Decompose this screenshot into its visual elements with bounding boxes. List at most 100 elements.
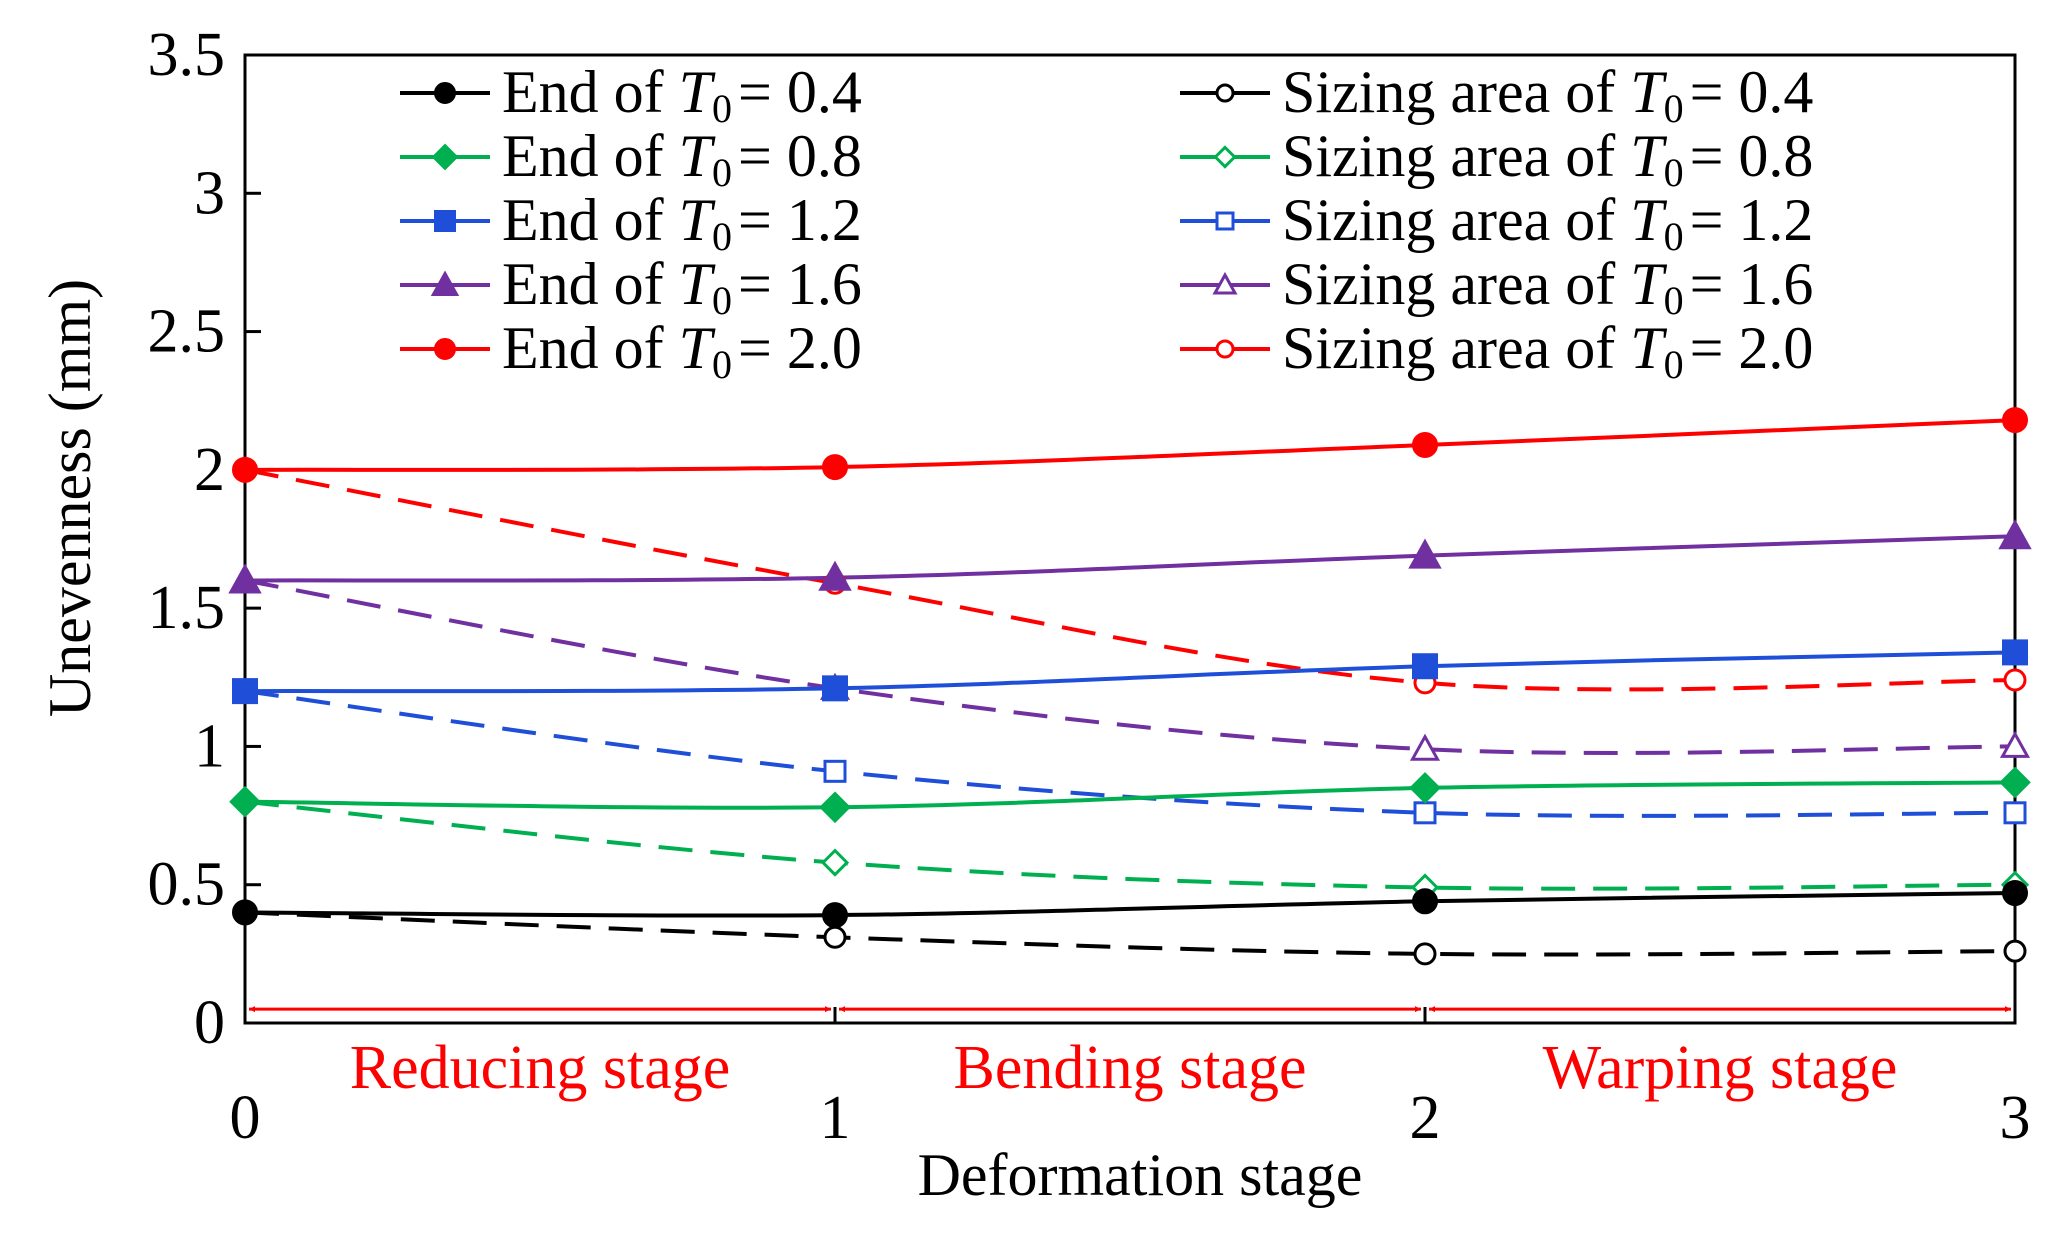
series-line bbox=[244, 799, 2016, 891]
legend-subscript: 0 bbox=[1664, 342, 1684, 387]
x-tick-label: 1 bbox=[820, 1084, 851, 1152]
data-point bbox=[822, 454, 848, 481]
legend-label: End of T0 = 0.8 bbox=[502, 123, 862, 195]
legend-value: = 0.8 bbox=[1690, 123, 1814, 189]
series-line bbox=[244, 578, 2016, 755]
x-tick-label: 3 bbox=[2000, 1084, 2031, 1152]
legend-swatch-marker bbox=[434, 82, 456, 104]
legend-variable: T bbox=[679, 123, 716, 189]
data-point bbox=[1412, 888, 1438, 915]
data-point bbox=[2002, 407, 2028, 434]
legend-label: End of T0 = 0.4 bbox=[502, 59, 862, 131]
series-line bbox=[244, 780, 2016, 810]
legend-item: Sizing area of T0 = 1.2 bbox=[1180, 187, 1813, 259]
x-tick-label: 2 bbox=[1410, 1084, 1441, 1152]
legend-prefix: End of bbox=[502, 123, 679, 189]
legend-swatch-marker bbox=[1213, 145, 1237, 169]
data-point bbox=[232, 456, 258, 483]
legend-swatch-marker bbox=[1215, 211, 1235, 231]
y-axis-title: Unevenness (mm) bbox=[37, 279, 103, 717]
legend-value: = 0.8 bbox=[738, 123, 862, 189]
legend-item: Sizing area of T0 = 0.4 bbox=[1180, 59, 1813, 131]
legend-variable: T bbox=[1630, 187, 1667, 253]
stage-annotations: Reducing stage Bending stage Warping stage bbox=[249, 1006, 2011, 1102]
legend-variable: T bbox=[1630, 59, 1667, 125]
legend-label: Sizing area of T0 = 2.0 bbox=[1282, 315, 1813, 387]
legend-item: Sizing area of T0 = 2.0 bbox=[1180, 315, 1813, 387]
x-tick-label: 0 bbox=[230, 1084, 261, 1152]
y-tick-label: 1.5 bbox=[148, 574, 226, 642]
legend-swatch-marker bbox=[1215, 83, 1235, 103]
legend-subscript: 0 bbox=[1664, 278, 1684, 323]
y-axis: 0 0.5 1 1.5 2 2.5 3 3.5 bbox=[148, 21, 261, 1057]
legend-label: Sizing area of T0 = 1.6 bbox=[1282, 251, 1813, 323]
legend-item: End of T0 = 1.2 bbox=[400, 187, 862, 259]
y-tick-label: 0 bbox=[194, 989, 225, 1057]
legend-label: End of T0 = 1.6 bbox=[502, 251, 862, 323]
data-point bbox=[820, 848, 850, 877]
y-tick-label: 3.5 bbox=[148, 21, 226, 89]
data-point bbox=[1998, 519, 2032, 550]
data-point bbox=[818, 560, 852, 591]
data-point bbox=[1999, 730, 2031, 758]
legend-label: Sizing area of T0 = 1.2 bbox=[1282, 187, 1813, 259]
legend-swatch-marker bbox=[434, 210, 456, 232]
legend-variable: T bbox=[1630, 315, 1667, 381]
stage-label: Reducing stage bbox=[350, 1034, 731, 1102]
legend-subscript: 0 bbox=[1664, 150, 1684, 195]
legend-variable: T bbox=[679, 315, 716, 381]
data-point bbox=[228, 563, 262, 594]
legend-swatch-marker bbox=[1215, 339, 1235, 359]
data-point bbox=[1413, 801, 1437, 825]
legend-swatch-marker bbox=[431, 143, 459, 171]
legend-item: End of T0 = 2.0 bbox=[400, 315, 862, 387]
legend-value: = 2.0 bbox=[738, 315, 862, 381]
legend-prefix: Sizing area of bbox=[1282, 59, 1630, 125]
legend-variable: T bbox=[679, 251, 716, 317]
legend-value: = 1.2 bbox=[1690, 187, 1814, 253]
legend-variable: T bbox=[679, 59, 716, 125]
data-point bbox=[822, 902, 848, 929]
legend-subscript: 0 bbox=[712, 342, 732, 387]
data-point bbox=[2002, 880, 2028, 907]
data-point bbox=[1413, 942, 1437, 966]
y-tick-label: 3 bbox=[194, 159, 225, 227]
data-point bbox=[1412, 653, 1438, 680]
legend-value: = 1.2 bbox=[738, 187, 862, 253]
data-point bbox=[2003, 668, 2027, 692]
legend-prefix: Sizing area of bbox=[1282, 315, 1630, 381]
data-point bbox=[2003, 939, 2027, 963]
legend-swatch-marker bbox=[1212, 271, 1238, 295]
series-line bbox=[244, 534, 2016, 583]
legend-subscript: 0 bbox=[1664, 214, 1684, 259]
series-line bbox=[244, 910, 2016, 957]
legend-variable: T bbox=[679, 187, 716, 253]
legend-item: End of T0 = 0.4 bbox=[400, 59, 862, 131]
legend-value: = 2.0 bbox=[1690, 315, 1814, 381]
series-line bbox=[244, 467, 2016, 692]
legend-variable: T bbox=[1630, 123, 1667, 189]
legend-value: = 1.6 bbox=[738, 251, 862, 317]
legend-value: = 0.4 bbox=[1690, 59, 1814, 125]
data-point bbox=[1999, 766, 2031, 799]
data-point bbox=[822, 675, 848, 702]
legend-prefix: Sizing area of bbox=[1282, 187, 1630, 253]
legend-subscript: 0 bbox=[712, 278, 732, 323]
legend-prefix: Sizing area of bbox=[1282, 251, 1630, 317]
legend-subscript: 0 bbox=[712, 150, 732, 195]
legend-value: = 0.4 bbox=[738, 59, 862, 125]
legend-swatch-marker bbox=[434, 338, 456, 360]
y-tick-label: 0.5 bbox=[148, 851, 226, 919]
data-point bbox=[2003, 801, 2027, 825]
legend-subscript: 0 bbox=[712, 86, 732, 131]
data-point bbox=[819, 791, 851, 824]
data-point bbox=[232, 678, 258, 705]
series-line bbox=[244, 891, 2016, 918]
data-point bbox=[1412, 431, 1438, 458]
stage-label: Warping stage bbox=[1543, 1034, 1898, 1102]
legend-label: End of T0 = 2.0 bbox=[502, 315, 862, 387]
data-point bbox=[1409, 772, 1441, 804]
series-line bbox=[244, 650, 2016, 694]
